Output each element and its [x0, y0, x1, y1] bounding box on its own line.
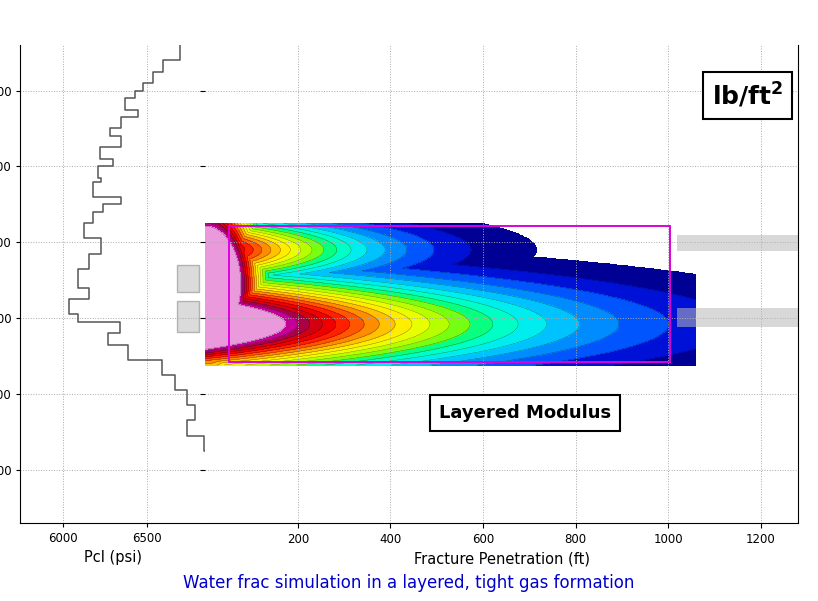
Bar: [177, 265, 199, 291]
Bar: [228, 225, 670, 362]
Bar: [177, 302, 199, 332]
X-axis label: Fracture Penetration (ft): Fracture Penetration (ft): [414, 551, 590, 566]
Bar: [677, 234, 798, 251]
Bar: [677, 308, 798, 327]
Text: Layered Modulus: Layered Modulus: [439, 404, 611, 422]
Text: lb/ft$^{\mathbf{2}}$: lb/ft$^{\mathbf{2}}$: [712, 81, 783, 110]
X-axis label: Pcl (psi): Pcl (psi): [84, 551, 142, 566]
Text: Water frac simulation in a layered, tight gas formation: Water frac simulation in a layered, tigh…: [183, 574, 635, 592]
